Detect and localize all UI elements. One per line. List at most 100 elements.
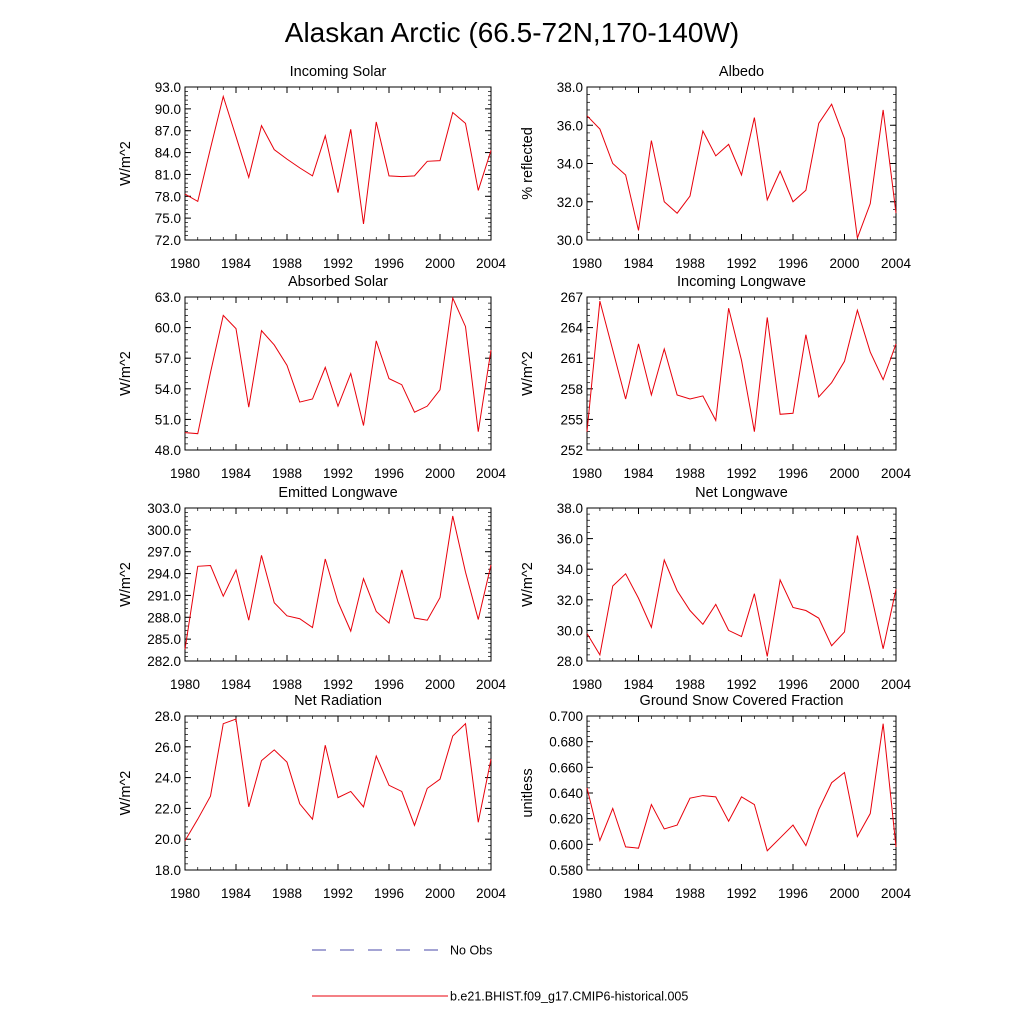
y-tick-label: 288.0 (147, 610, 181, 625)
x-tick-label: 1984 (221, 256, 252, 271)
y-axis-label: W/m^2 (118, 141, 134, 186)
y-tick-label: 22.0 (155, 801, 181, 816)
series-line (586, 103, 897, 239)
x-tick-label: 1988 (675, 256, 705, 271)
y-tick-label: 291.0 (147, 588, 181, 603)
x-tick-label: 1996 (778, 677, 808, 692)
y-tick-label: 0.640 (549, 786, 583, 801)
y-tick-label: 87.0 (155, 124, 181, 139)
y-tick-label: 63.0 (155, 290, 181, 305)
x-tick-label: 1988 (272, 466, 302, 481)
y-tick-label: 0.700 (549, 709, 583, 724)
x-tick-label: 1980 (572, 466, 602, 481)
x-tick-label: 2000 (829, 466, 859, 481)
x-tick-label: 1984 (221, 466, 252, 481)
chart-panel-4: Incoming Longwave 252 255 258 261 264 267 1980 1… (520, 274, 912, 481)
plot-frame (184, 296, 492, 451)
y-tick-label: 24.0 (155, 771, 181, 786)
x-tick-label: 1992 (323, 677, 353, 692)
x-tick-label: 1984 (221, 886, 252, 901)
y-tick-label: 261 (560, 351, 583, 366)
y-tick-label: 38.0 (557, 501, 583, 516)
x-tick-label: 2000 (425, 466, 455, 481)
chart-panel-1: Incoming Solar 72.0 75.0 78.0 81.0 84.0 87.0 90… (118, 64, 507, 271)
series-line (586, 535, 897, 657)
y-tick-label: 75.0 (155, 211, 181, 226)
x-tick-label: 2000 (829, 677, 859, 692)
y-tick-label: 32.0 (557, 195, 583, 210)
x-tick-label: 2004 (476, 677, 507, 692)
series-line (184, 718, 492, 841)
y-tick-label: 54.0 (155, 382, 181, 397)
y-axis-label: W/m^2 (520, 562, 536, 607)
x-tick-label: 2004 (476, 886, 507, 901)
x-tick-label: 1980 (170, 677, 200, 692)
y-tick-label: 90.0 (155, 102, 181, 117)
x-tick-label: 1988 (675, 466, 705, 481)
plot-frame (184, 507, 492, 662)
x-tick-label: 2000 (425, 677, 455, 692)
y-tick-label: 84.0 (155, 146, 181, 161)
x-tick-label: 2004 (881, 256, 912, 271)
y-tick-label: 28.0 (155, 709, 181, 724)
y-tick-label: 30.0 (557, 623, 583, 638)
x-tick-label: 2000 (425, 256, 455, 271)
y-tick-label: 0.660 (549, 760, 583, 775)
panel-title: Albedo (719, 64, 764, 80)
x-tick-label: 1980 (572, 886, 602, 901)
y-tick-label: 18.0 (155, 863, 181, 878)
y-tick-label: 26.0 (155, 740, 181, 755)
plot-frame (586, 507, 897, 662)
panels: Incoming Solar 72.0 75.0 78.0 81.0 84.0 87.0 90… (118, 64, 912, 901)
chart-panel-7: Net Radiation 18.0 20.0 22.0 24.0 26.0 28.0 198… (118, 693, 507, 901)
y-tick-label: 36.0 (557, 532, 583, 547)
x-tick-label: 1984 (623, 466, 654, 481)
y-tick-label: 93.0 (155, 80, 181, 95)
plot-frame (184, 715, 492, 871)
y-tick-label: 48.0 (155, 443, 181, 458)
x-tick-label: 1984 (623, 256, 654, 271)
figure-title: Alaskan Arctic (66.5-72N,170-140W) (285, 17, 739, 48)
y-tick-label: 258 (560, 382, 583, 397)
x-tick-label: 1996 (778, 466, 808, 481)
y-tick-label: 34.0 (557, 562, 583, 577)
x-tick-label: 1996 (374, 256, 404, 271)
x-tick-label: 1992 (323, 466, 353, 481)
y-tick-label: 300.0 (147, 523, 181, 538)
panel-title: Net Longwave (695, 485, 788, 501)
x-tick-label: 1988 (675, 886, 705, 901)
y-tick-label: 32.0 (557, 593, 583, 608)
x-tick-label: 2004 (881, 886, 912, 901)
y-tick-label: 30.0 (557, 233, 583, 248)
y-tick-label: 28.0 (557, 654, 583, 669)
panel-title: Absorbed Solar (288, 274, 388, 290)
y-tick-label: 294.0 (147, 567, 181, 582)
x-tick-label: 1992 (726, 256, 756, 271)
y-tick-label: 34.0 (557, 157, 583, 172)
y-tick-label: 51.0 (155, 412, 181, 427)
panel-title: Ground Snow Covered Fraction (640, 693, 844, 709)
x-tick-label: 1984 (623, 886, 654, 901)
x-tick-label: 1984 (221, 677, 252, 692)
chart-panel-5: Emitted Longwave 282.0 285.0 288.0 291.0 294.… (118, 485, 507, 692)
x-tick-label: 1996 (374, 677, 404, 692)
y-tick-label: 267 (560, 290, 583, 305)
y-axis-label: unitless (520, 768, 536, 817)
x-tick-label: 1992 (323, 886, 353, 901)
x-tick-label: 2004 (476, 256, 507, 271)
y-tick-label: 0.580 (549, 863, 583, 878)
y-tick-label: 57.0 (155, 351, 181, 366)
x-tick-label: 2004 (881, 466, 912, 481)
x-tick-label: 1988 (272, 256, 302, 271)
chart-panel-8: Ground Snow Covered Fraction 0.580 0.600 0.… (520, 693, 912, 901)
x-tick-label: 2000 (829, 256, 859, 271)
x-tick-label: 1988 (272, 677, 302, 692)
x-tick-label: 1988 (675, 677, 705, 692)
y-tick-label: 20.0 (155, 832, 181, 847)
y-tick-label: 264 (560, 321, 583, 336)
x-tick-label: 1992 (726, 677, 756, 692)
plot-frame (586, 296, 897, 451)
panel-title: Emitted Longwave (278, 485, 397, 501)
y-tick-label: 255 (560, 412, 583, 427)
